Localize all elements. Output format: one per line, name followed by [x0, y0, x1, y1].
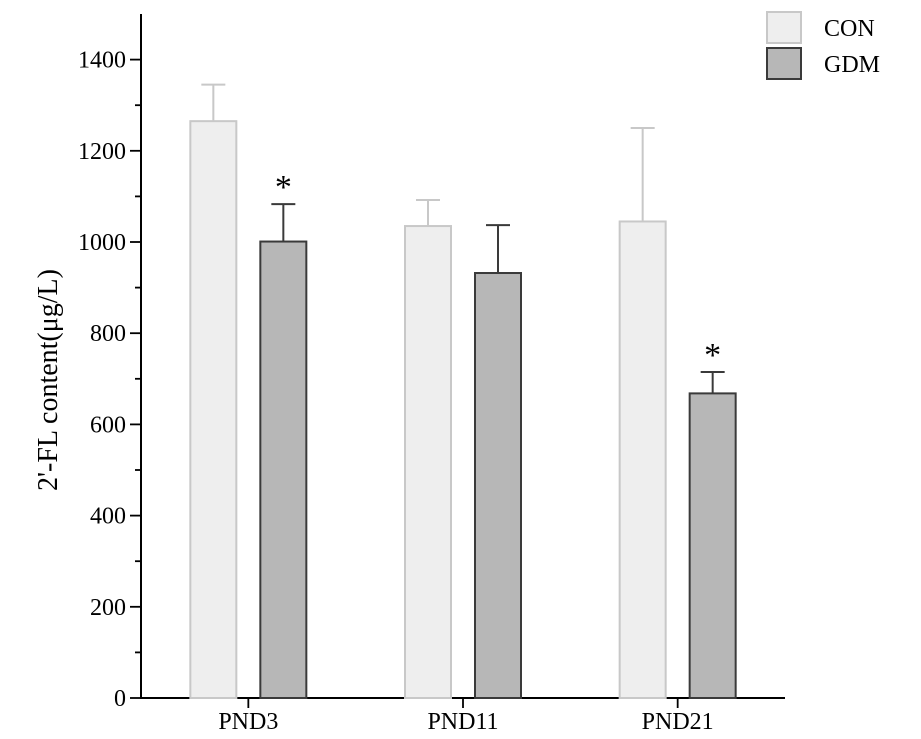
bar-gdm — [474, 272, 522, 699]
y-tick-label: 1000 — [78, 230, 126, 256]
legend-swatch-con — [766, 11, 802, 44]
y-axis-label: 2'-FL content(μg/L) — [33, 269, 64, 491]
x-tick-label: PND3 — [218, 709, 278, 735]
y-tick-label: 600 — [90, 412, 126, 438]
x-tick-label: PND21 — [642, 709, 714, 735]
y-tick-label: 200 — [90, 595, 126, 621]
bar-con — [189, 120, 238, 700]
x-tick-label: PND11 — [427, 709, 498, 735]
legend-label: CON — [824, 16, 875, 42]
bars-group: ** — [189, 83, 737, 700]
bar-con — [404, 225, 452, 699]
significance-marker: * — [275, 169, 292, 206]
y-tick-label: 800 — [90, 321, 126, 347]
legend: CON GDM — [766, 11, 880, 80]
legend-label: GDM — [824, 52, 880, 78]
bar-con — [618, 220, 667, 699]
y-tick-label: 1400 — [78, 48, 126, 74]
axes: 0 200 400 600 800 1000 1200 1400 PND3 PND11 PND21 — [78, 14, 785, 735]
y-tick-label: 0 — [114, 686, 126, 712]
legend-swatch-gdm — [766, 47, 802, 80]
bar-gdm — [259, 240, 308, 699]
significance-marker: * — [704, 337, 721, 374]
y-tick-label: 400 — [90, 504, 126, 530]
bar-gdm — [688, 392, 737, 699]
y-tick-label: 1200 — [78, 139, 126, 165]
